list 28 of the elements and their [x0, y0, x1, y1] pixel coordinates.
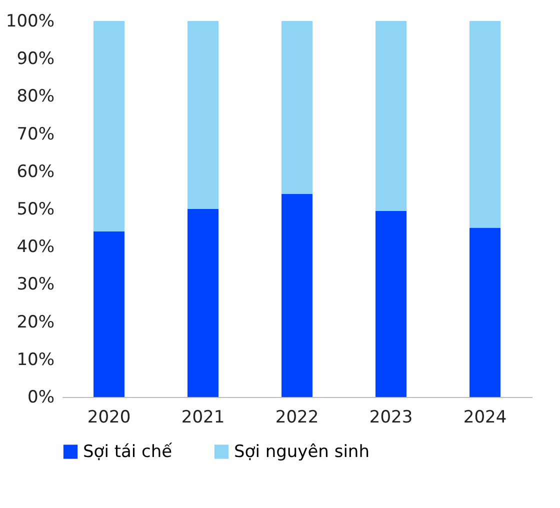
y-tick-label: 30% — [16, 274, 54, 295]
y-tick-label: 70% — [16, 124, 54, 144]
legend-label: Sợi tái chế — [83, 442, 173, 462]
bar — [282, 21, 312, 194]
bar — [188, 209, 218, 397]
bar — [282, 194, 312, 397]
y-tick-label: 100% — [6, 12, 54, 32]
bar — [94, 232, 124, 397]
legend-label: Sợi nguyên sinh — [234, 442, 370, 462]
y-tick-label: 90% — [16, 49, 54, 70]
bar — [188, 21, 218, 209]
y-tick-label: 20% — [16, 312, 54, 332]
bar — [470, 21, 500, 228]
x-tick-label: 2022 — [275, 408, 319, 428]
y-tick-label: 40% — [16, 237, 54, 258]
x-tick-label: 2021 — [181, 408, 225, 428]
bar — [470, 228, 500, 397]
x-tick-label: 2020 — [87, 408, 131, 428]
y-tick-label: 80% — [16, 86, 54, 107]
y-tick-label: 60% — [16, 162, 54, 182]
bar — [376, 21, 406, 211]
x-tick-label: 2024 — [463, 408, 507, 428]
y-tick-label: 50% — [16, 200, 54, 220]
y-tick-label: 0% — [28, 388, 54, 408]
x-tick-label: 2023 — [369, 408, 413, 428]
y-tick-label: 10% — [16, 350, 54, 370]
bar — [376, 210, 406, 397]
bar — [94, 21, 124, 232]
